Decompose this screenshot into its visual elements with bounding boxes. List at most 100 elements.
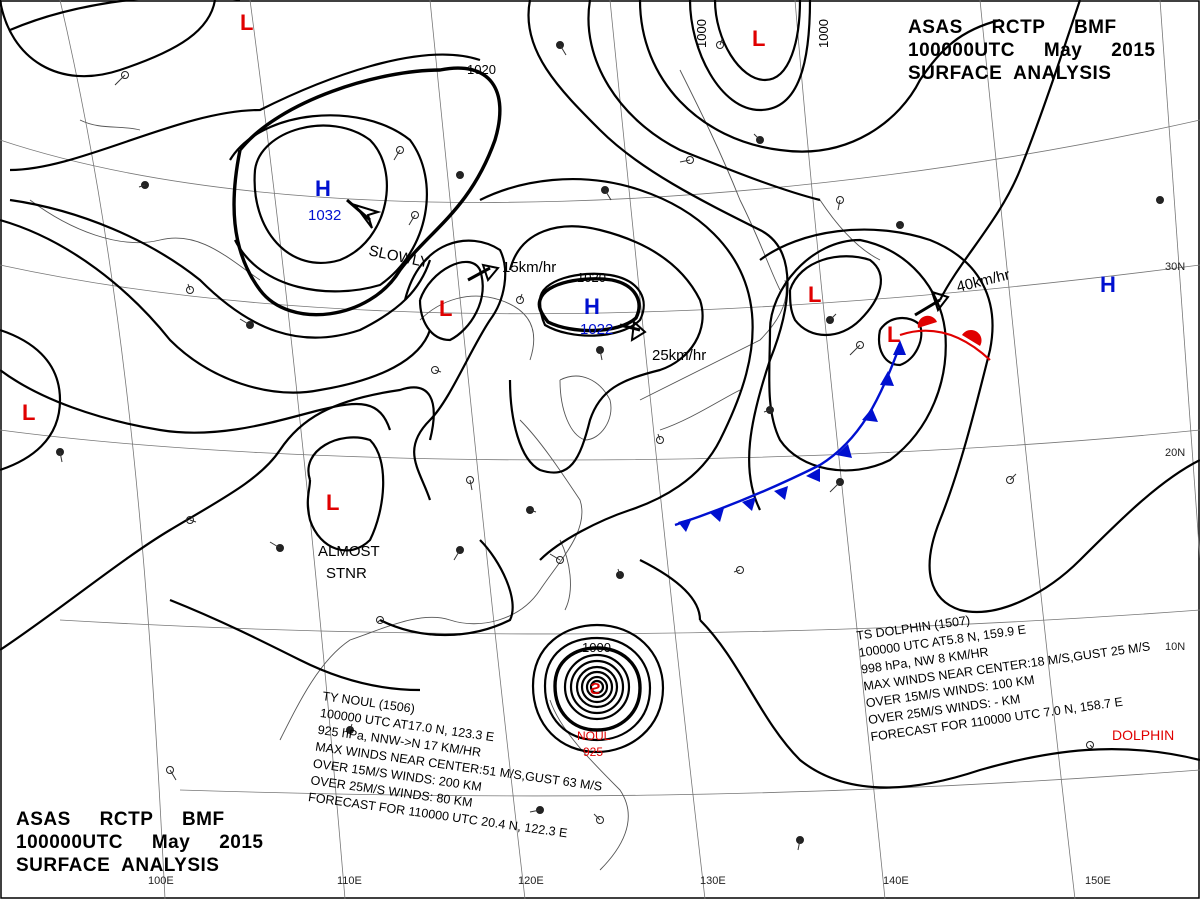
station-circle <box>856 341 864 349</box>
low-center-japan: L <box>808 282 821 307</box>
station-wind-barb <box>349 723 353 731</box>
station-circle <box>466 476 474 484</box>
station-circle <box>716 41 724 49</box>
station-wind-barb <box>899 224 903 228</box>
storm-dolphin-info: TS DOLPHIN (1507)100000 UTC AT5.8 N, 159… <box>855 613 1151 744</box>
isobar-label-1020-north: 1020 <box>467 62 496 77</box>
low-center-front: L <box>887 322 900 347</box>
coastlines <box>29 69 881 871</box>
low-center-west: L <box>22 400 35 425</box>
station-wind-barb <box>593 813 601 821</box>
station-wind-barb <box>408 214 416 226</box>
typhoon-noul-pressure: 925 <box>583 745 603 759</box>
station-wind-barb <box>599 349 603 361</box>
high-center-1032: H <box>315 176 331 201</box>
station-wind-barb <box>529 809 541 813</box>
station-circle <box>1086 741 1094 749</box>
lat-label-10n: 10N <box>1165 641 1185 653</box>
lon-label-150e: 150E <box>1085 875 1111 887</box>
station-wind-barb <box>559 44 567 56</box>
typhoon-noul-name: NOUL <box>577 729 611 743</box>
station-circle <box>836 196 844 204</box>
station-wind-barb <box>114 74 126 86</box>
cold-front <box>674 340 906 532</box>
station-circle <box>411 211 419 219</box>
movement-stnr: STNR <box>326 565 367 582</box>
station-wind-barb <box>138 184 146 188</box>
station-wind-barb <box>519 293 523 301</box>
header-bottom-line2: 100000UTC May 2015 <box>16 832 264 853</box>
station-circle <box>431 366 439 374</box>
station-wind-barb <box>457 174 461 178</box>
header-top-line2: 100000UTC May 2015 <box>908 40 1156 61</box>
lon-label-100e: 100E <box>148 875 174 887</box>
station-circle <box>736 566 744 574</box>
station-wind-barb <box>733 569 741 573</box>
warm-front <box>899 315 991 361</box>
station-circle <box>186 286 194 294</box>
header-top: ASAS RCTP BMF 100000UTC May 2015 SURFACE… <box>908 16 1155 85</box>
station-wind-barb <box>189 519 197 523</box>
station-wind-barb <box>679 159 691 163</box>
station-circle <box>596 816 604 824</box>
isobar-label-1000-north-b: 1000 <box>816 19 831 48</box>
high-value-1032: 1032 <box>308 207 341 224</box>
low-center-northwest: L <box>240 10 253 35</box>
low-center-north: L <box>752 26 765 51</box>
station-wind-barb <box>763 409 771 413</box>
station-wind-barb <box>377 619 381 623</box>
station-wind-barb <box>719 38 723 46</box>
high-center-east: H <box>1100 272 1116 297</box>
movement-40kmhr: 40km/hr <box>955 266 1012 296</box>
station-wind-barb <box>187 283 191 291</box>
lat-label-30n: 30N <box>1165 261 1185 273</box>
station-wind-barb <box>169 769 177 781</box>
station-circle <box>686 156 694 164</box>
station-wind-barb <box>393 149 401 161</box>
isobar-label-1020-center: 1020 <box>577 270 606 285</box>
station-circle <box>121 71 129 79</box>
low-center-1002: L <box>326 490 339 515</box>
station-wind-barb <box>617 568 621 576</box>
station-wind-barb <box>797 839 801 851</box>
movement-25kmhr: 25km/hr <box>652 347 706 364</box>
isobar-label-1000-north-a: 1000 <box>694 19 709 48</box>
movement-15kmhr: 15km/hr <box>502 259 556 276</box>
station-wind-barb <box>837 199 841 211</box>
station-wind-barb <box>529 509 537 513</box>
station-plots <box>56 38 1164 851</box>
station-wind-barb <box>434 369 442 373</box>
isobar-label-1000-typhoon: 1000 <box>582 640 611 655</box>
station-circle <box>186 516 194 524</box>
header-bottom-line3: SURFACE ANALYSIS <box>16 855 220 876</box>
station-wind-barb <box>1089 744 1093 748</box>
movement-arrows <box>346 198 950 342</box>
lon-label-120e: 120E <box>518 875 544 887</box>
station-wind-barb <box>829 481 841 493</box>
station-wind-barb <box>1009 473 1017 481</box>
typhoon-noul-info: TY NOUL (1506)100000 UTC AT17.0 N, 123.3… <box>307 689 603 840</box>
station-circle <box>396 146 404 154</box>
station-circle <box>1006 476 1014 484</box>
station-wind-barb <box>657 433 661 441</box>
header-top-line1: ASAS RCTP BMF <box>908 17 1117 38</box>
header-top-line3: SURFACE ANALYSIS <box>908 63 1112 84</box>
high-value-1022: 1022 <box>580 321 613 338</box>
svg-text:ϩ: ϩ <box>590 681 601 698</box>
station-wind-barb <box>849 344 861 356</box>
isobars <box>0 0 1200 789</box>
station-wind-barb <box>59 451 63 463</box>
typhoon-symbol-noul: ϩ NOUL 925 <box>577 681 611 759</box>
station-circle <box>376 616 384 624</box>
low-center-1004: L <box>439 296 452 321</box>
lon-label-110e: 110E <box>337 875 362 887</box>
station-circle <box>656 436 664 444</box>
storm-dolphin-name: DOLPHIN <box>1112 727 1174 743</box>
station-wind-barb <box>239 318 251 326</box>
station-wind-barb <box>829 313 837 321</box>
station-wind-barb <box>549 553 561 561</box>
station-wind-barb <box>469 479 473 491</box>
station-wind-barb <box>753 133 761 141</box>
